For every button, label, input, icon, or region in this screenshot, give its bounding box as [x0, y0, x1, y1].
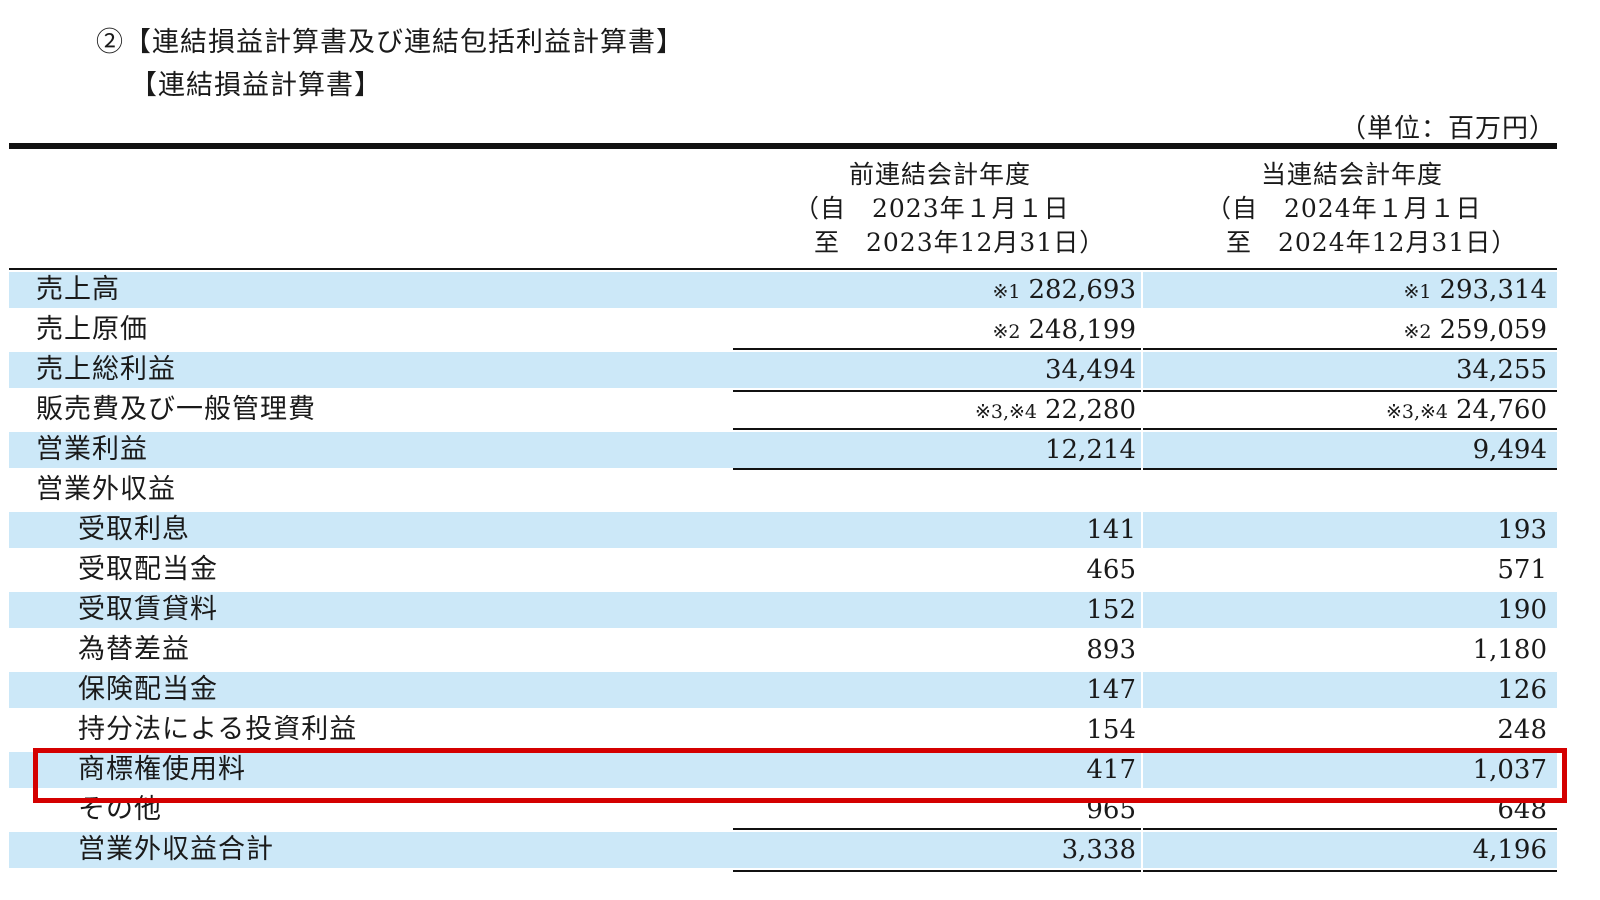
footnote-mark: ※3,※4 — [974, 401, 1038, 423]
prev-year-value: 34,494 — [1045, 355, 1136, 385]
prev-year-value: ※1 282,693 — [992, 275, 1136, 305]
curr-year-value: 1,037 — [1472, 755, 1547, 785]
row-label: 受取利息 — [78, 514, 190, 545]
prev-year-value: 152 — [1086, 595, 1136, 625]
footnote-mark: ※1 — [1403, 281, 1432, 303]
prev-year-value: 141 — [1086, 515, 1136, 545]
row-label: 持分法による投資利益 — [78, 714, 358, 745]
document-title: ②【連結損益計算書及び連結包括利益計算書】 — [96, 27, 684, 58]
column-period-to-curr: 至 2024年12月31日） — [1226, 228, 1518, 257]
curr-year-value: 34,255 — [1456, 355, 1547, 385]
table-row-trademark-royalty: 商標権使用料 417 1,037 — [9, 750, 1557, 790]
table-row-operating-income: 営業利益 12,214 9,494 — [9, 430, 1557, 470]
prev-year-value: 417 — [1086, 755, 1136, 785]
table-row-non-operating-income-total: 営業外収益合計 3,338 4,196 — [9, 830, 1557, 872]
row-label: 売上総利益 — [36, 354, 176, 385]
curr-year-value: ※1 293,314 — [1403, 275, 1547, 305]
table-row-fx-gain: 為替差益 893 1,180 — [9, 630, 1557, 670]
curr-year-value: 190 — [1497, 595, 1547, 625]
curr-year-value: 126 — [1497, 675, 1547, 705]
table-row-insurance-dividend: 保険配当金 147 126 — [9, 670, 1557, 710]
column-title-curr: 当連結会計年度 — [1260, 160, 1443, 189]
prev-year-value: ※3,※4 22,280 — [974, 395, 1136, 425]
prev-year-value: 154 — [1086, 715, 1136, 745]
header-rule — [9, 268, 1557, 270]
statement-subtitle: 【連結損益計算書】 — [130, 70, 382, 101]
table-row-equity-method-income: 持分法による投資利益 154 248 — [9, 710, 1557, 750]
column-period-from-curr: （自 2024年１月１日 — [1206, 194, 1482, 223]
row-label: 営業利益 — [36, 434, 148, 465]
row-label: 売上原価 — [36, 314, 148, 345]
curr-year-value: 1,180 — [1472, 635, 1547, 665]
prev-year-value: 147 — [1086, 675, 1136, 705]
curr-year-value: 571 — [1497, 555, 1547, 585]
unit-label: （単位：百万円） — [1339, 114, 1556, 144]
column-title-prev: 前連結会計年度 — [848, 160, 1031, 189]
footnote-mark: ※2 — [992, 321, 1021, 343]
footnote-mark: ※2 — [1403, 321, 1432, 343]
table-row-cost-of-sales: 売上原価 ※2 248,199 ※2 259,059 — [9, 310, 1557, 350]
subtotal-rule — [733, 390, 1557, 392]
row-label: 保険配当金 — [78, 674, 218, 705]
row-label: 商標権使用料 — [78, 754, 246, 785]
curr-year-value: 4,196 — [1472, 835, 1547, 865]
footnote-mark: ※1 — [992, 281, 1021, 303]
column-header-prev-year: 前連結会計年度 （自 2023年１月１日 至 2023年12月31日） — [740, 158, 1140, 260]
row-label: 受取配当金 — [78, 554, 218, 585]
table-row-gross-profit: 売上総利益 34,494 34,255 — [9, 350, 1557, 390]
column-header-curr-year: 当連結会計年度 （自 2024年１月１日 至 2024年12月31日） — [1152, 158, 1552, 260]
highlight-box — [33, 748, 1567, 803]
income-statement-table: 売上高 ※1 282,693 ※1 293,314 売上原価 ※2 248,199 ※… — [9, 270, 1557, 872]
row-label: 売上高 — [36, 274, 120, 305]
curr-year-value: 9,494 — [1472, 435, 1547, 465]
row-label: 為替差益 — [78, 634, 190, 665]
table-row-rental-income: 受取賃貸料 152 190 — [9, 590, 1557, 630]
prev-year-value: 465 — [1086, 555, 1136, 585]
row-label: 販売費及び一般管理費 — [36, 394, 316, 425]
footnote-mark: ※3,※4 — [1385, 401, 1449, 423]
curr-year-value: 193 — [1497, 515, 1547, 545]
prev-year-value: ※2 248,199 — [992, 315, 1136, 345]
table-row-non-operating-income-header: 営業外収益 — [9, 470, 1557, 510]
column-period-from-prev: （自 2023年１月１日 — [794, 194, 1070, 223]
table-row-sga-expenses: 販売費及び一般管理費 ※3,※4 22,280 ※3,※4 24,760 — [9, 390, 1557, 430]
row-label: 営業外収益合計 — [78, 834, 274, 865]
table-row-net-sales: 売上高 ※1 282,693 ※1 293,314 — [9, 270, 1557, 310]
row-label: 営業外収益 — [36, 474, 176, 505]
curr-year-value: ※3,※4 24,760 — [1385, 395, 1547, 425]
prev-year-value: 893 — [1086, 635, 1136, 665]
row-label: 受取賃貸料 — [78, 594, 218, 625]
table-row-dividend-income: 受取配当金 465 571 — [9, 550, 1557, 590]
curr-year-value: 248 — [1497, 715, 1547, 745]
column-period-to-prev: 至 2023年12月31日） — [814, 228, 1106, 257]
top-rule — [9, 143, 1557, 149]
table-row-interest-income: 受取利息 141 193 — [9, 510, 1557, 550]
prev-year-value: 3,338 — [1061, 835, 1136, 865]
column-divider — [1141, 270, 1143, 880]
curr-year-value: ※2 259,059 — [1403, 315, 1547, 345]
prev-year-value: 12,214 — [1045, 435, 1136, 465]
